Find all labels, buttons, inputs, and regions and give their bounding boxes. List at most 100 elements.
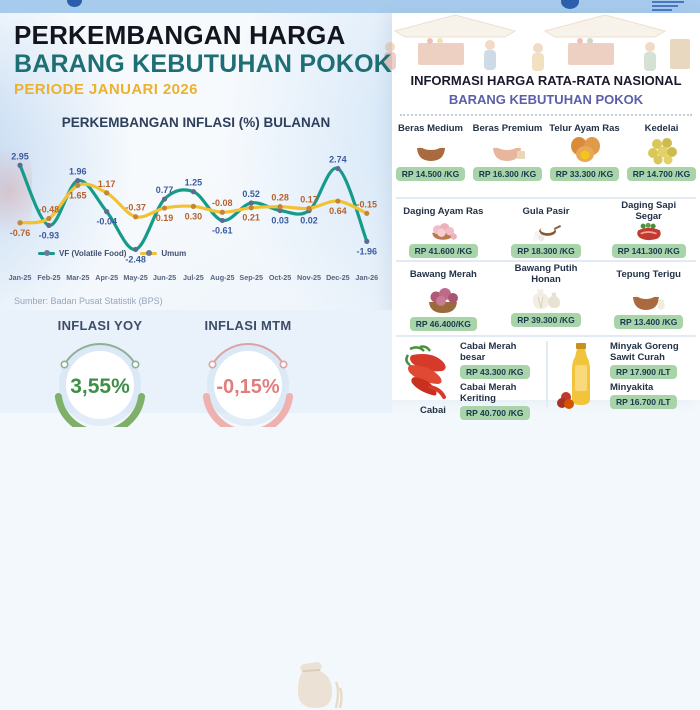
price-row-3: Bawang Merah RP 46.400/KG Bawang Putih H… bbox=[392, 263, 700, 333]
svg-text:Dec-25: Dec-25 bbox=[326, 273, 350, 282]
svg-text:-2.48: -2.48 bbox=[125, 254, 146, 264]
svg-text:0.30: 0.30 bbox=[185, 211, 203, 221]
svg-text:Sep-25: Sep-25 bbox=[239, 273, 263, 282]
price-badge: RP 40.700 /KG bbox=[460, 406, 530, 420]
row-divider bbox=[396, 335, 696, 337]
bps-logo-icon bbox=[561, 0, 579, 9]
kitchen-decoration bbox=[0, 131, 32, 251]
svg-text:-0.61: -0.61 bbox=[212, 225, 233, 235]
commodity-name: Daging Ayam Ras bbox=[403, 205, 484, 217]
bps-logo-icon bbox=[67, 0, 82, 7]
oil-bottle-image bbox=[557, 343, 590, 409]
chart-title: PERKEMBANGAN INFLASI (%) BULANAN bbox=[61, 115, 331, 130]
top-bar bbox=[0, 0, 700, 13]
price-badge: RP 41.600 /KG bbox=[408, 244, 479, 258]
source-note: Sumber: Badan Pusat Statistik (BPS) bbox=[14, 296, 163, 306]
svg-text:0.02: 0.02 bbox=[300, 216, 318, 226]
svg-text:0.28: 0.28 bbox=[271, 193, 289, 203]
market-illustration bbox=[384, 14, 690, 71]
svg-text:Oct-25: Oct-25 bbox=[269, 273, 291, 282]
mtm-label: INFLASI MTM bbox=[204, 318, 292, 333]
svg-text:Mar-25: Mar-25 bbox=[66, 273, 89, 282]
rice-bowl-icon bbox=[416, 140, 445, 161]
commodity-name: Minyakita bbox=[610, 382, 654, 393]
chicken-meat-icon bbox=[432, 223, 458, 240]
inflation-chart: Jan-25 Feb-25 Mar-25 Apr-25 May-25 Jun-25 Jul-… bbox=[9, 151, 379, 282]
umum-line-swatch-icon bbox=[140, 250, 158, 256]
row-divider bbox=[396, 260, 696, 262]
commodity-kedelai: Kedelai RP 14.700 /KG bbox=[623, 123, 700, 195]
soybeans-icon bbox=[647, 138, 677, 165]
svg-text:-0.37: -0.37 bbox=[125, 203, 146, 213]
svg-text:1.96: 1.96 bbox=[69, 167, 87, 177]
page-title: PERKEMBANGAN HARGA bbox=[14, 20, 346, 50]
page-subtitle: BARANG KEBUTUHAN POKOK bbox=[14, 50, 393, 78]
price-panel: INFORMASI HARGA RATA-RATA NASIONAL BARAN… bbox=[384, 13, 700, 420]
legend-item-umum: Umum bbox=[140, 249, 186, 258]
legend-item-vf: VF (Volatile Food) bbox=[38, 249, 126, 258]
commodity-beras-medium: Beras Medium RP 14.500 /KG bbox=[392, 123, 469, 195]
svg-text:2.95: 2.95 bbox=[11, 151, 29, 161]
svg-text:0.52: 0.52 bbox=[242, 189, 260, 199]
legend-label-umum: Umum bbox=[161, 249, 187, 258]
commodity-name: Kedelai bbox=[644, 123, 679, 134]
price-badge: RP 46.400/KG bbox=[409, 317, 477, 331]
yoy-label: INFLASI YOY bbox=[57, 318, 143, 333]
svg-text:Apr-25: Apr-25 bbox=[95, 273, 118, 282]
svg-text:Jun-25: Jun-25 bbox=[153, 273, 176, 282]
commodity-name: Bawang Putih Honan bbox=[514, 263, 578, 285]
chili-items: Cabai Merah besar RP 43.300 /KG Cabai Me… bbox=[460, 341, 544, 423]
flour-bowl-icon bbox=[632, 289, 665, 310]
svg-text:-1.96: -1.96 bbox=[357, 246, 378, 256]
commodity-name: Minyak Goreng Sawit Curah bbox=[610, 341, 679, 363]
eggs-icon bbox=[570, 137, 600, 162]
oil-items: Minyak Goreng Sawit Curah RP 17.900 /LT … bbox=[610, 341, 696, 412]
commodity-telur-ayam: Telur Ayam Ras RP 33.300 /KG bbox=[546, 123, 623, 195]
commodity-name: Gula Pasir bbox=[522, 205, 570, 217]
svg-text:0.03: 0.03 bbox=[271, 216, 289, 226]
yoy-gauge: INFLASI YOY 3,55% bbox=[52, 310, 148, 427]
sugar-icon bbox=[532, 224, 562, 242]
price-row-4: Cabai Merah besar RP 43.300 /KG Cabai Me… bbox=[392, 339, 700, 420]
svg-text:-0.93: -0.93 bbox=[39, 230, 60, 240]
commodity-daging-ayam: Daging Ayam Ras RP 41.600 /KG bbox=[392, 200, 495, 258]
period-label: PERIODE JANUARI 2026 bbox=[14, 81, 198, 98]
legend-label-vf: VF (Volatile Food) bbox=[59, 249, 127, 258]
commodity-name: Tepung Terigu bbox=[616, 268, 681, 280]
svg-text:Aug-25: Aug-25 bbox=[210, 273, 234, 282]
commodity-name: Beras Medium bbox=[398, 123, 463, 134]
vf-line-swatch-icon bbox=[38, 250, 55, 256]
svg-text:-0.08: -0.08 bbox=[212, 198, 233, 208]
svg-text:-0.76: -0.76 bbox=[10, 228, 31, 238]
svg-text:-0.15: -0.15 bbox=[357, 199, 378, 209]
svg-text:0.21: 0.21 bbox=[242, 213, 260, 223]
yoy-value: 3,55% bbox=[70, 375, 130, 398]
svg-text:0.64: 0.64 bbox=[329, 206, 347, 216]
mtm-gauge: INFLASI MTM -0,15% bbox=[200, 310, 296, 427]
svg-text:Feb-25: Feb-25 bbox=[37, 273, 60, 282]
commodity-beras-premium: Beras Premium RP 16.300 /KG bbox=[469, 123, 546, 195]
svg-text:-0.04: -0.04 bbox=[96, 217, 117, 227]
commodity-gula-pasir: Gula Pasir RP 18.300 /KG bbox=[495, 200, 598, 258]
beef-icon bbox=[636, 222, 661, 241]
commodity-name: Telur Ayam Ras bbox=[549, 123, 620, 134]
mtm-value: -0,15% bbox=[216, 376, 280, 398]
price-badge: RP 16.700 /LT bbox=[610, 395, 677, 409]
commodity-bawang-merah: Bawang Merah RP 46.400/KG bbox=[392, 263, 495, 333]
row-divider bbox=[396, 197, 696, 199]
svg-text:1.25: 1.25 bbox=[185, 178, 203, 188]
svg-text:Jan-25: Jan-25 bbox=[9, 273, 32, 282]
mtm-gauge-icon: -0,15% bbox=[202, 343, 294, 427]
bps-wordmark bbox=[652, 1, 684, 13]
svg-text:May-25: May-25 bbox=[123, 273, 147, 282]
price-badge: RP 17.900 /LT bbox=[610, 365, 677, 379]
commodity-name: Bawang Merah bbox=[409, 268, 477, 280]
inflation-panel: PERKEMBANGAN HARGA BARANG KEBUTUHAN POKO… bbox=[0, 13, 393, 709]
price-badge: RP 43.300 /KG bbox=[460, 365, 530, 379]
price-badge: RP 39.300 /KG bbox=[511, 313, 581, 327]
commodity-name: Cabai Merah Keriting bbox=[460, 382, 517, 404]
price-badge: RP 16.300 /KG bbox=[472, 167, 543, 181]
rice-bowl-premium-icon bbox=[492, 140, 525, 161]
inflation-chart-area: Jan-25 Feb-25 Mar-25 Apr-25 May-25 Jun-25 Jul-… bbox=[4, 131, 386, 287]
